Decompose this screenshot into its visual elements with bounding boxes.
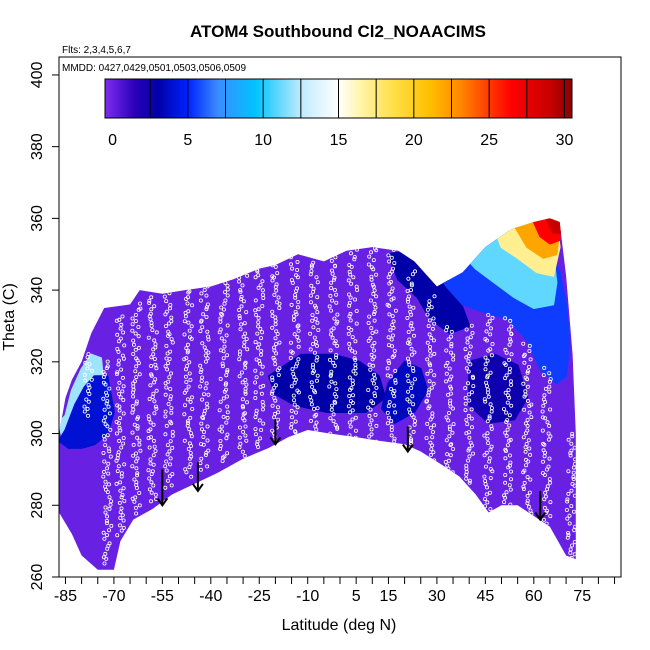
x-tick-label-45: 45	[476, 588, 494, 605]
colorbar: 0 5 10 15 20 25 30	[104, 78, 573, 149]
arrow-1	[192, 462, 204, 493]
x-tick-label--10: -10	[296, 588, 319, 605]
x-tick-label-60: 60	[525, 588, 543, 605]
observation-track-17	[385, 247, 398, 448]
observation-track-19	[424, 294, 437, 465]
observation-track-2	[114, 314, 127, 538]
y-tick-label-340: 340	[29, 277, 46, 304]
x-tick-label--55: -55	[151, 588, 174, 605]
y-tick-label-260: 260	[29, 564, 46, 591]
observation-track-4	[146, 295, 159, 504]
colorbar-labels: 0 5 10 15 20 25 30	[108, 132, 573, 149]
observation-track-23	[501, 316, 514, 507]
observation-track-24	[521, 341, 534, 516]
observation-track-20	[443, 325, 456, 475]
colorbar-tick-10: 10	[254, 132, 272, 149]
dates-note: MMDD: 0427,0429,0501,0503,0506,0509	[62, 63, 246, 74]
heatmap-region-3	[381, 360, 429, 424]
colorbar-tick-30: 30	[556, 132, 574, 149]
observation-track-13	[308, 260, 321, 432]
y-tick-label-300: 300	[29, 420, 46, 447]
x-tick-label--40: -40	[199, 588, 222, 605]
observation-track-6	[182, 289, 195, 479]
colorbar-tick-15: 15	[330, 132, 348, 149]
observation-track-18	[404, 269, 418, 451]
observation-track-3	[130, 301, 143, 516]
observation-track-7	[198, 284, 211, 472]
observation-track-10	[253, 267, 266, 449]
y-axis: 260 280 300 320 340 360 380 400	[29, 61, 59, 590]
x-tick-label-15: 15	[380, 588, 398, 605]
observation-tracks	[82, 246, 576, 566]
x-tick-label--25: -25	[248, 588, 271, 605]
x-tick-label--70: -70	[102, 588, 125, 605]
y-tick-label-400: 400	[29, 61, 46, 88]
arrows	[156, 419, 547, 522]
observation-track-26	[564, 431, 576, 560]
colorbar-tick-0: 0	[108, 132, 117, 149]
colorbar-tick-25: 25	[480, 132, 498, 149]
arrow-4	[534, 490, 547, 522]
y-tick-label-360: 360	[29, 205, 46, 232]
observation-track-5	[162, 291, 175, 490]
observation-track-15	[346, 247, 360, 440]
colorbar-divisions	[104, 79, 565, 118]
observation-track-8	[217, 281, 230, 463]
y-tick-label-320: 320	[29, 348, 46, 375]
colorbar-tick-20: 20	[405, 132, 423, 149]
y-tick-label-380: 380	[29, 133, 46, 160]
flights-note: Flts: 2,3,4,5,6,7	[62, 45, 131, 56]
x-tick-label-30: 30	[428, 588, 446, 605]
observation-track-16	[366, 246, 379, 444]
x-axis: -85 -70 -55 -40 -25 -10 5 15 30 45 60 75	[54, 577, 616, 605]
x-tick-label--85: -85	[54, 588, 77, 605]
observation-track-25	[540, 365, 553, 526]
arrow-0	[156, 469, 169, 507]
x-tick-label-75: 75	[573, 588, 591, 605]
y-axis-label: Theta (C)	[1, 283, 18, 351]
observation-track-22	[482, 312, 495, 512]
observation-track-9	[236, 273, 250, 458]
observation-track-1	[101, 359, 114, 566]
chart-title: ATOM4 Southbound Cl2_NOAACIMS	[190, 22, 486, 41]
observation-track-12	[288, 255, 301, 435]
arrow-2	[269, 419, 282, 447]
x-axis-label: Latitude (deg N)	[282, 617, 397, 634]
y-tick-label-280: 280	[29, 492, 46, 519]
x-tick-label-5: 5	[352, 588, 361, 605]
colorbar-tick-5: 5	[183, 132, 192, 149]
arrow-3	[402, 426, 414, 454]
observation-track-0	[82, 352, 94, 418]
